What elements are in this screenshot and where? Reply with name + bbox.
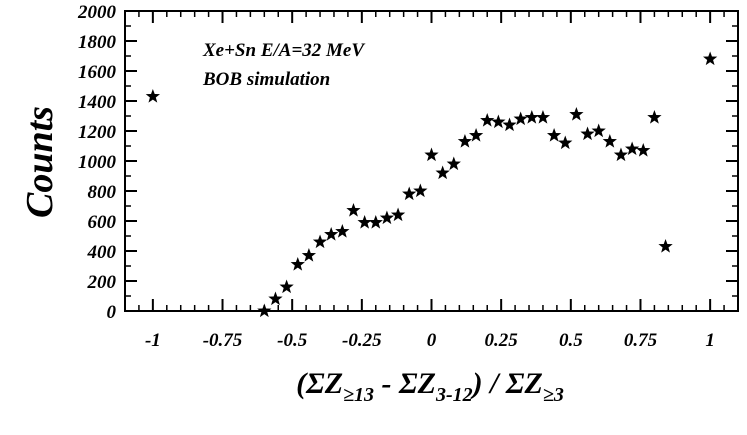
y-tick-label: 1200	[78, 122, 117, 143]
y-tick-label: 200	[87, 272, 117, 293]
x-axis-title-sub-2: 3-12	[435, 384, 473, 406]
data-point-star	[480, 113, 495, 127]
data-point-star	[335, 224, 350, 238]
y-axis-title: Counts	[19, 106, 61, 218]
data-point-star	[324, 227, 339, 241]
data-point-star	[268, 291, 283, 306]
x-tick-label: 1	[705, 330, 715, 351]
data-point-star	[580, 126, 595, 141]
data-point-star	[145, 89, 160, 103]
x-tick-label: 0.25	[485, 330, 519, 351]
data-point-star	[546, 128, 562, 142]
data-point-star	[703, 51, 718, 66]
data-point-star	[368, 215, 383, 229]
y-tick-label: 400	[87, 242, 117, 263]
y-tick-label: 1600	[78, 62, 117, 83]
annotation-reaction: Xe+Sn E/A=32 MeV	[202, 40, 365, 61]
data-point-star	[524, 110, 539, 124]
x-tick-label: 0.75	[624, 330, 658, 351]
data-point-star	[279, 279, 294, 294]
y-tick-label: 600	[88, 212, 117, 233]
x-tick-label: -0.75	[203, 330, 243, 351]
data-point-star	[535, 110, 551, 124]
data-point-star	[502, 117, 517, 132]
data-point-star	[413, 183, 428, 198]
data-point-star	[513, 111, 528, 126]
x-tick-label: -0.5	[277, 330, 308, 351]
data-point-star	[569, 107, 584, 121]
y-ticks: 0 200 400 600 800 1000 1200 1400 1600 1800 2000	[77, 2, 738, 323]
x-axis-title-part-1: (ΣZ	[296, 367, 343, 400]
data-point-star	[357, 215, 372, 229]
data-point-star	[658, 239, 673, 253]
data-point-star	[435, 165, 450, 180]
data-point-star	[647, 110, 662, 124]
x-axis-title: (ΣZ≥13 - ΣZ3-12) / ΣZ≥3	[296, 367, 564, 406]
y-tick-label: 0	[107, 302, 117, 323]
data-point-star	[624, 141, 640, 156]
data-point-star	[257, 303, 272, 318]
data-point-star	[491, 114, 506, 129]
y-tick-label: 1800	[78, 32, 117, 53]
x-ticks: -1 -0.75 -0.5 -0.25 0 0.25 0.5 0.75 1	[124, 11, 739, 351]
y-tick-label: 800	[88, 182, 117, 203]
data-point-star	[402, 186, 417, 201]
data-point-star	[636, 143, 651, 157]
x-tick-label: -0.25	[342, 330, 382, 351]
x-axis-title-part-3: ) / ΣZ	[470, 367, 543, 400]
y-tick-label: 1000	[78, 152, 117, 173]
data-point-star	[558, 135, 573, 150]
x-axis-title-part-2: - ΣZ	[374, 367, 436, 400]
data-point-star	[346, 203, 361, 217]
y-tick-label: 2000	[77, 2, 117, 23]
data-point-star	[591, 123, 606, 138]
data-point-star	[301, 248, 317, 262]
data-point-star	[613, 147, 629, 162]
x-axis-title-sub-1: ≥13	[343, 384, 374, 406]
x-tick-label: 0	[427, 330, 437, 351]
data-point-star	[424, 147, 439, 162]
data-point-star	[390, 207, 406, 222]
data-point-star	[290, 257, 305, 271]
data-point-star	[457, 134, 473, 148]
data-point-star	[379, 210, 395, 225]
x-tick-label: -1	[145, 330, 161, 351]
data-point-star	[602, 134, 617, 148]
data-point-star	[312, 234, 328, 249]
x-tick-label: 0.5	[559, 330, 583, 351]
annotation-simulation: BOB simulation	[202, 69, 330, 90]
data-point-star	[446, 156, 461, 171]
data-points	[145, 51, 718, 318]
y-tick-label: 1400	[78, 92, 117, 113]
data-point-star	[468, 128, 484, 142]
x-axis-title-sub-3: ≥3	[543, 384, 564, 406]
